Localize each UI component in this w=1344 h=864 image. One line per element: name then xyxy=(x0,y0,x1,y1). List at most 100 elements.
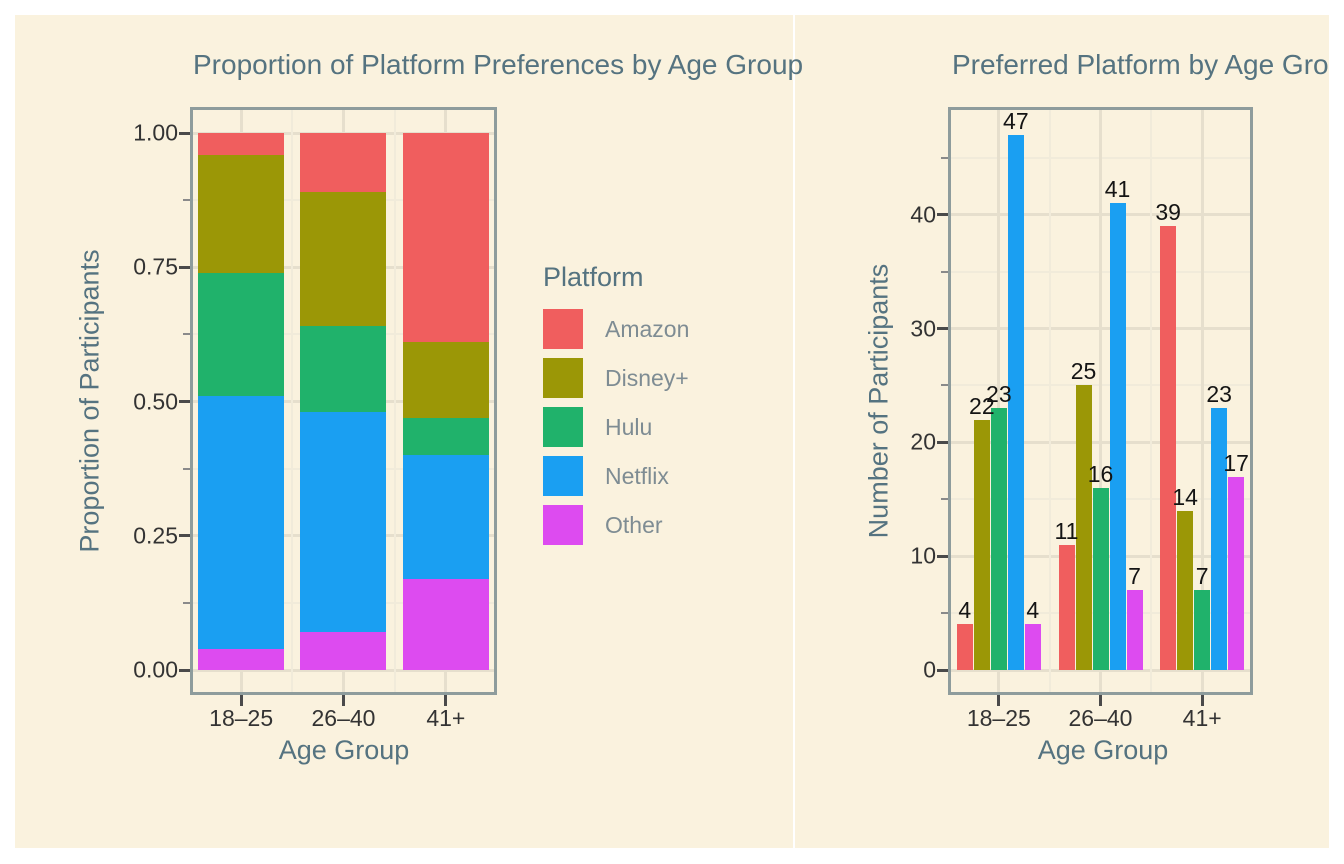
y-axis-minor-tick xyxy=(183,333,190,336)
y-tick-label: 20 xyxy=(910,428,936,455)
category-slot xyxy=(292,107,394,670)
y-tick-label: 30 xyxy=(910,315,936,341)
legend-key-netflix xyxy=(543,456,583,496)
y-axis-minor-tick xyxy=(183,601,190,604)
bar-other: 17 xyxy=(1223,450,1249,670)
category-slot xyxy=(395,107,497,670)
y-axis-minor-tick xyxy=(941,270,948,273)
y-axis-tick xyxy=(937,440,948,444)
y-tick-label: 10 xyxy=(910,542,936,569)
bar-hulu: 16 xyxy=(1088,461,1113,670)
y-axis-minor-tick xyxy=(941,498,948,501)
y-tick-label: 0.75 xyxy=(133,253,178,280)
bar-value-label: 41 xyxy=(1104,176,1131,203)
bar-hulu: 23 xyxy=(986,381,1012,670)
bar-segment-amazon xyxy=(198,133,285,155)
stacked-bar xyxy=(402,133,489,670)
bar-value-label: 11 xyxy=(1054,517,1079,544)
right-figure-canvas: Preferred Platform by Age Group xyxy=(795,15,1329,848)
left-x-axis-title: Age Group xyxy=(278,735,410,765)
bar-segment-hulu xyxy=(402,417,489,456)
bar-hulu: 7 xyxy=(1194,563,1211,670)
legend-key-hulu xyxy=(543,407,583,447)
bar-netflix: 41 xyxy=(1105,176,1130,670)
gridline-major xyxy=(1099,107,1102,695)
y-axis-minor-tick xyxy=(183,467,190,470)
category-slot: 11 25 16 41 7 xyxy=(1050,107,1152,670)
legend-label-amazon: Amazon xyxy=(605,315,690,342)
legend-item-amazon: Amazon xyxy=(543,309,689,349)
bar-segment-other xyxy=(402,578,489,670)
gridline-major xyxy=(997,107,1001,695)
y-axis-minor-tick xyxy=(941,156,948,159)
x-tick-label: 18–25 xyxy=(209,705,274,731)
bar-value-label: 7 xyxy=(1195,563,1209,590)
bar-segment-amazon xyxy=(402,133,489,343)
bar-netflix: 47 xyxy=(1003,108,1029,670)
legend-label-other: Other xyxy=(605,511,663,538)
gridline-minor xyxy=(393,107,396,695)
x-axis-tick xyxy=(342,695,345,706)
x-axis-tick xyxy=(1200,695,1204,706)
legend-key-other xyxy=(543,505,583,545)
x-tick-label: 26–40 xyxy=(311,705,376,731)
y-axis-tick xyxy=(179,265,190,269)
bar-value-label: 22 xyxy=(969,392,995,419)
category-slot: 4 22 23 47 4 xyxy=(948,107,1050,670)
y-axis-tick xyxy=(937,668,948,672)
bar-segment-netflix xyxy=(300,412,387,633)
gridline-minor xyxy=(1048,107,1051,695)
legend-key-amazon xyxy=(543,309,583,349)
bar-value-label: 16 xyxy=(1087,460,1114,487)
legend-label-netflix: Netflix xyxy=(605,462,669,489)
legend-item-disney: Disney+ xyxy=(543,358,689,398)
bar-segment-hulu xyxy=(300,326,387,413)
legend-item-hulu: Hulu xyxy=(543,407,689,447)
y-tick-label: 0.25 xyxy=(133,522,178,549)
bar-amazon: 11 xyxy=(1055,518,1078,670)
stacked-bar xyxy=(300,133,387,670)
bar-disney: 25 xyxy=(1071,358,1096,670)
x-axis-tick xyxy=(239,695,243,706)
gridline-minor xyxy=(1150,107,1153,695)
bar-value-label: 23 xyxy=(1206,381,1232,408)
y-axis-tick xyxy=(179,131,190,135)
bar-netflix: 23 xyxy=(1206,381,1232,670)
bar-other: 4 xyxy=(1024,597,1041,670)
x-tick-label: 26–40 xyxy=(1068,705,1133,731)
category-slot xyxy=(190,107,292,670)
y-axis-minor-tick xyxy=(941,384,948,387)
legend-item-other: Other xyxy=(543,505,689,545)
y-tick-label: 0.50 xyxy=(133,388,178,414)
bar-amazon: 39 xyxy=(1155,199,1181,670)
y-axis-minor-tick xyxy=(941,612,948,615)
gridline-minor xyxy=(291,107,294,695)
bar-segment-disney xyxy=(198,154,285,273)
right-x-axis-title: Age Group xyxy=(1037,735,1169,765)
right-y-axis-title: Number of Participants xyxy=(863,263,894,539)
y-tick-label: 40 xyxy=(910,201,936,228)
bar-segment-hulu xyxy=(198,272,285,397)
right-chart-panel: 4 22 23 47 4 11 25 16 41 7 39 14 7 23 17 xyxy=(948,107,1253,695)
category-slot: 39 14 7 23 17 xyxy=(1151,107,1253,670)
legend-key-disney xyxy=(543,358,583,398)
y-axis-tick xyxy=(179,534,190,538)
x-axis-tick xyxy=(997,695,1001,706)
y-axis-tick xyxy=(179,668,190,672)
gridline-major xyxy=(1200,107,1204,695)
legend-label-disney: Disney+ xyxy=(605,364,689,391)
bar-disney: 14 xyxy=(1172,484,1198,670)
bar-value-label: 25 xyxy=(1070,358,1097,385)
y-axis-tick xyxy=(937,327,948,330)
bar-value-label: 7 xyxy=(1128,563,1141,590)
bar-value-label: 4 xyxy=(1026,597,1040,624)
x-tick-label: 41+ xyxy=(1182,705,1222,731)
bar-segment-disney xyxy=(402,342,489,418)
bar-segment-netflix xyxy=(402,455,489,579)
bar-amazon: 4 xyxy=(956,597,973,670)
stacked-bar xyxy=(198,133,285,670)
left-chart-title: Proportion of Platform Preferences by Ag… xyxy=(193,49,804,80)
y-axis-tick xyxy=(937,213,948,217)
bar-segment-disney xyxy=(300,192,387,327)
